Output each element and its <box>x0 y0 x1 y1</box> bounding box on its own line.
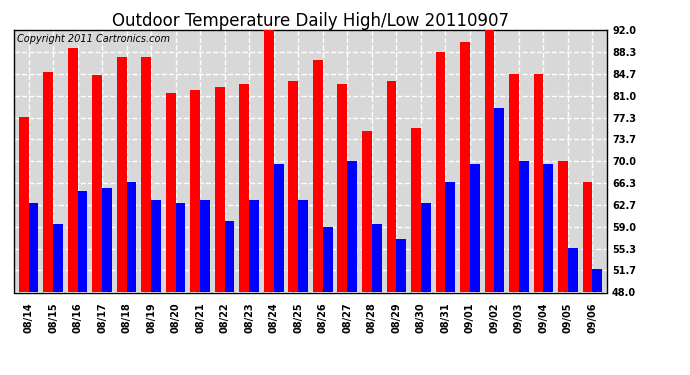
Bar <box>43 72 53 292</box>
Bar <box>264 30 274 292</box>
Bar <box>495 108 504 292</box>
Bar <box>362 131 372 292</box>
Bar <box>117 57 126 292</box>
Bar <box>460 42 470 292</box>
Bar <box>509 74 519 292</box>
Bar <box>484 30 495 292</box>
Bar <box>445 182 455 292</box>
Bar <box>421 203 431 292</box>
Bar <box>298 200 308 292</box>
Bar <box>68 48 77 292</box>
Bar <box>92 75 102 292</box>
Bar <box>372 224 382 292</box>
Bar <box>533 74 544 292</box>
Bar <box>249 200 259 292</box>
Bar <box>225 221 235 292</box>
Bar <box>411 128 421 292</box>
Title: Outdoor Temperature Daily High/Low 20110907: Outdoor Temperature Daily High/Low 20110… <box>112 12 509 30</box>
Bar <box>102 188 112 292</box>
Bar <box>215 87 225 292</box>
Bar <box>166 93 176 292</box>
Bar <box>126 182 137 292</box>
Bar <box>347 161 357 292</box>
Bar <box>274 164 284 292</box>
Bar <box>386 81 396 292</box>
Bar <box>519 161 529 292</box>
Bar <box>53 224 63 292</box>
Bar <box>568 248 578 292</box>
Bar <box>582 182 593 292</box>
Bar <box>396 239 406 292</box>
Bar <box>558 161 568 292</box>
Bar <box>313 60 323 292</box>
Bar <box>28 203 39 292</box>
Bar <box>141 57 151 292</box>
Bar <box>190 90 200 292</box>
Bar <box>77 191 88 292</box>
Bar <box>151 200 161 292</box>
Bar <box>435 52 445 292</box>
Bar <box>19 117 28 292</box>
Bar <box>544 164 553 292</box>
Bar <box>288 81 298 292</box>
Bar <box>593 268 602 292</box>
Bar <box>337 84 347 292</box>
Text: Copyright 2011 Cartronics.com: Copyright 2011 Cartronics.com <box>17 34 170 44</box>
Bar <box>200 200 210 292</box>
Bar <box>323 227 333 292</box>
Bar <box>176 203 186 292</box>
Bar <box>239 84 249 292</box>
Bar <box>470 164 480 292</box>
